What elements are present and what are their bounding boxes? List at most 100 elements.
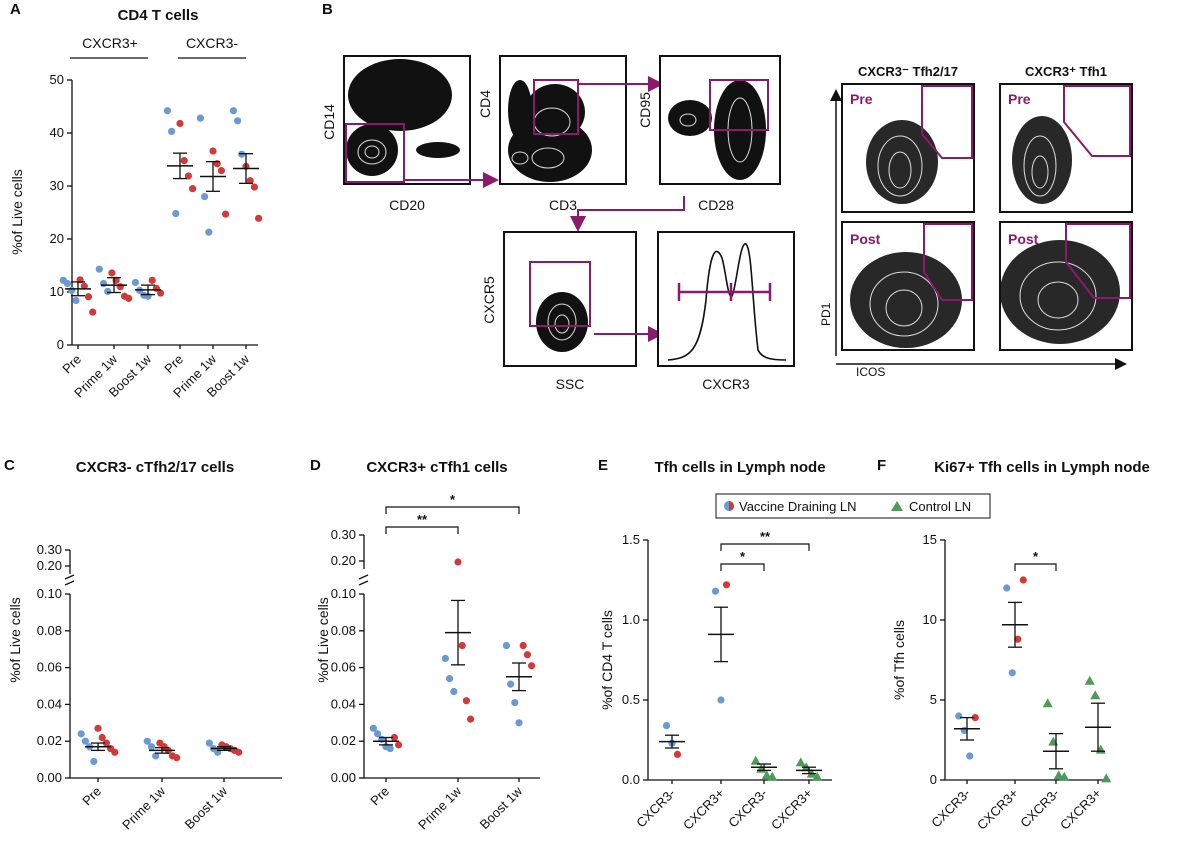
x-tick-label: Pre <box>367 784 392 809</box>
x-tick-label: CXCR3- <box>1017 786 1062 831</box>
contour <box>531 147 565 169</box>
data-point <box>148 276 156 284</box>
legend-item-vaccine: Vaccine Draining LN <box>739 499 857 514</box>
data-point <box>795 757 806 767</box>
data-point <box>172 209 180 218</box>
data-point <box>152 752 160 760</box>
data-point <box>1090 690 1101 700</box>
data-point <box>84 293 93 301</box>
data-point <box>458 641 466 650</box>
x-axis-label: SSC <box>556 376 585 392</box>
cell-density <box>1000 240 1120 344</box>
data-point <box>131 278 139 287</box>
chart-d: 0.00 0.02 0.04 0.06 0.08 0.10 0.30 0.20 Pre Prime… <box>331 492 540 832</box>
data-point <box>756 763 767 773</box>
y-axis-label: CD95 <box>637 92 653 128</box>
data-point <box>374 730 382 738</box>
data-point <box>176 119 184 128</box>
cell-density <box>348 59 452 131</box>
gate-box <box>709 79 769 131</box>
y-tick-label: 0.08 <box>331 623 356 638</box>
data-point <box>229 107 237 115</box>
significance-label: * <box>740 549 746 564</box>
data-point <box>390 733 398 742</box>
panel-letter-d: D <box>310 457 321 474</box>
data-point <box>246 177 254 185</box>
contour <box>869 271 939 337</box>
data-point <box>717 696 725 704</box>
data-point <box>205 739 213 747</box>
data-point <box>189 185 197 193</box>
data-point <box>68 286 76 295</box>
data-point <box>255 214 263 222</box>
data-point <box>1019 576 1027 584</box>
panel-c-title: CXCR3- cTfh2/17 cells <box>76 459 234 476</box>
data-point <box>102 739 110 747</box>
data-point <box>95 265 103 273</box>
data-point <box>1003 584 1011 592</box>
group-label-cxcr3-neg: CXCR3- <box>186 35 238 51</box>
contour <box>1031 155 1049 189</box>
y-tick-label: 0.10 <box>37 586 62 601</box>
y-tick-label: 0.02 <box>37 733 62 748</box>
panel-letter-b: B <box>322 1 333 18</box>
column-label-tfh217: CXCR3⁻ Tfh2/17 <box>858 64 958 79</box>
panel-letter-a: A <box>10 1 21 18</box>
data-point <box>250 183 258 191</box>
panel-c: C CXCR3- cTfh2/17 cells %of Live cells 0… <box>4 457 282 832</box>
data-point <box>209 147 217 155</box>
cell-density <box>508 80 532 140</box>
data-point <box>1095 744 1106 754</box>
contour <box>885 289 923 327</box>
cell-density <box>668 100 712 136</box>
x-tick-label: Boost 1w <box>477 783 526 832</box>
data-point <box>750 755 761 765</box>
data-point <box>94 724 102 732</box>
data-point <box>168 127 176 136</box>
data-point <box>1042 698 1053 708</box>
cell-density <box>525 84 585 140</box>
x-tick-label: Prime 1w <box>415 783 464 832</box>
data-point <box>966 752 974 760</box>
y-axis-label-f: %of Tfh cells <box>891 620 907 700</box>
data-point <box>511 698 519 707</box>
flow-histogram-cxcr3: CXCR3 <box>657 231 795 392</box>
gate-box <box>345 123 405 183</box>
panel-letter-e: E <box>598 457 608 474</box>
pre-label: Pre <box>1008 91 1031 107</box>
data-point <box>467 715 475 723</box>
data-point <box>217 167 225 175</box>
x-tick-label: CXCR3- <box>633 786 678 831</box>
cell-density <box>416 142 460 158</box>
x-tick-label: Prime 1w <box>119 783 168 832</box>
data-point <box>971 714 979 722</box>
pre-label: Pre <box>850 91 873 107</box>
x-axis-label: CD28 <box>698 197 734 213</box>
data-point <box>111 748 119 756</box>
y-tick-label: 0.00 <box>37 770 62 785</box>
contour <box>511 151 529 165</box>
y-axis-label: CXCR5 <box>481 276 497 324</box>
data-point <box>441 654 449 663</box>
post-label: Post <box>1008 231 1039 247</box>
data-point <box>1084 675 1095 685</box>
legend-box <box>715 493 991 519</box>
data-point <box>157 289 165 297</box>
x-tick-label: CXCR3+ <box>680 786 727 833</box>
legend-item-control: Control LN <box>909 499 971 514</box>
panel-d: D CXCR3+ cTfh1 cells %of Live cells 0.00… <box>310 457 540 832</box>
x-tick-label: CXCR3+ <box>1057 786 1104 833</box>
x-tick-label: Boost 1w <box>182 783 231 832</box>
contour <box>554 314 570 334</box>
pd1-label: PD1 <box>819 302 833 326</box>
panel-e-title: Tfh cells in Lymph node <box>654 459 825 476</box>
data-point <box>462 697 470 705</box>
contour <box>1019 261 1097 331</box>
significance-bracket <box>385 526 459 534</box>
data-point <box>99 279 108 288</box>
data-point <box>502 641 510 650</box>
y-tick-label: 5 <box>930 692 937 707</box>
data-point <box>90 757 98 766</box>
